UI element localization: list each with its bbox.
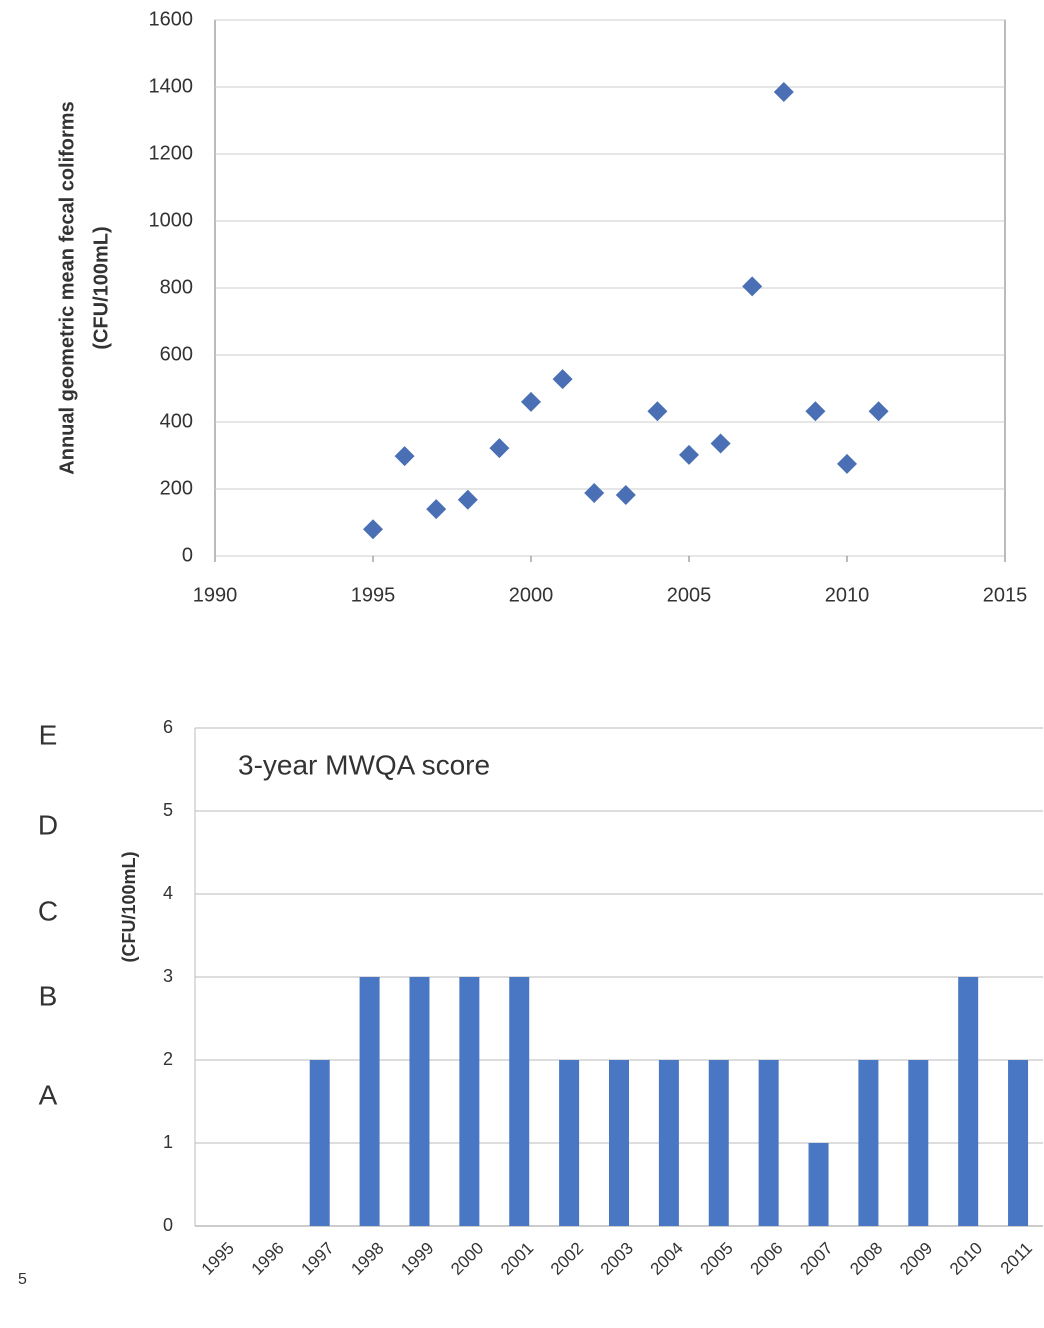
data-point [394, 446, 415, 467]
grade-label: D [38, 809, 58, 840]
bar [559, 1060, 580, 1226]
data-point [837, 453, 857, 474]
data-point [489, 438, 510, 459]
x-tick-label: 1998 [347, 1239, 387, 1279]
y-tick-label: 6 [163, 717, 173, 737]
y-tick-label: 1400 [149, 75, 194, 97]
y-axis-label: (CFU/100mL) [119, 851, 139, 962]
data-point [615, 485, 636, 506]
x-tick-label: 1995 [198, 1239, 238, 1279]
y-tick-label: 800 [160, 276, 193, 298]
y-tick-label: 400 [160, 410, 193, 432]
bar [758, 1060, 779, 1226]
bar [808, 1143, 829, 1226]
x-tick-label: 2001 [497, 1239, 537, 1279]
x-tick-label: 2003 [597, 1239, 637, 1279]
data-point [552, 369, 573, 390]
bar [409, 977, 430, 1226]
y-tick-label: 1200 [149, 142, 194, 164]
y-tick-label: 2 [163, 1049, 173, 1069]
x-tick-label: 2007 [796, 1239, 836, 1279]
x-tick-label: 2005 [667, 584, 712, 606]
page-number: 5 [18, 1271, 27, 1288]
chart-title: 3-year MWQA score [238, 749, 490, 780]
x-tick-label: 2000 [509, 584, 554, 606]
x-tick-label: 1995 [351, 584, 396, 606]
data-point [679, 444, 699, 465]
bar [1008, 1060, 1029, 1226]
x-tick-label: 2000 [447, 1239, 487, 1279]
data-point [710, 433, 731, 454]
grade-label: A [39, 1079, 58, 1110]
data-point [584, 483, 605, 504]
data-point [521, 391, 541, 412]
x-tick-label: 2015 [983, 584, 1028, 606]
x-tick-label: 2009 [896, 1239, 936, 1279]
x-tick-label: 2011 [997, 1239, 1036, 1278]
y-tick-label: 0 [182, 544, 193, 566]
data-point [868, 401, 889, 422]
y-tick-label: 1 [163, 1132, 173, 1152]
bar [509, 977, 530, 1226]
y-tick-label: 200 [160, 477, 193, 499]
y-axis-label: (CFU/100mL) [90, 226, 112, 349]
data-point [426, 499, 447, 520]
bar [359, 977, 380, 1226]
x-tick-label: 1996 [248, 1239, 288, 1279]
data-point [363, 519, 383, 540]
data-point [457, 489, 478, 510]
bar [309, 1060, 330, 1226]
bar [658, 1060, 679, 1226]
y-tick-label: 5 [163, 800, 173, 820]
x-tick-label: 1990 [193, 584, 238, 606]
data-point [805, 401, 826, 422]
x-tick-label: 2005 [697, 1239, 737, 1279]
grade-label: E [39, 719, 58, 750]
bar [708, 1060, 729, 1226]
x-tick-label: 2006 [746, 1239, 786, 1279]
bar [958, 977, 979, 1226]
y-tick-label: 1600 [149, 8, 194, 30]
y-tick-label: 0 [163, 1215, 173, 1235]
grade-label: B [39, 980, 58, 1011]
bar [609, 1060, 629, 1226]
x-tick-label: 2002 [547, 1239, 587, 1279]
bar [459, 977, 480, 1226]
grade-label: C [38, 895, 58, 926]
x-tick-label: 2004 [647, 1239, 687, 1279]
data-point [742, 276, 763, 297]
data-point [773, 82, 794, 103]
x-tick-label: 2010 [825, 584, 870, 606]
data-point [647, 401, 668, 422]
y-tick-label: 600 [160, 343, 193, 365]
bar [858, 1060, 879, 1226]
x-tick-label: 2008 [846, 1239, 886, 1279]
y-tick-label: 3 [163, 966, 173, 986]
x-tick-label: 2010 [946, 1239, 986, 1279]
y-tick-label: 1000 [149, 209, 194, 231]
y-axis-label: Annual geometric mean fecal coliforms [56, 101, 78, 474]
y-tick-label: 4 [163, 883, 173, 903]
x-tick-label: 1997 [298, 1239, 338, 1279]
x-tick-label: 1999 [397, 1239, 437, 1279]
bar [908, 1060, 929, 1226]
